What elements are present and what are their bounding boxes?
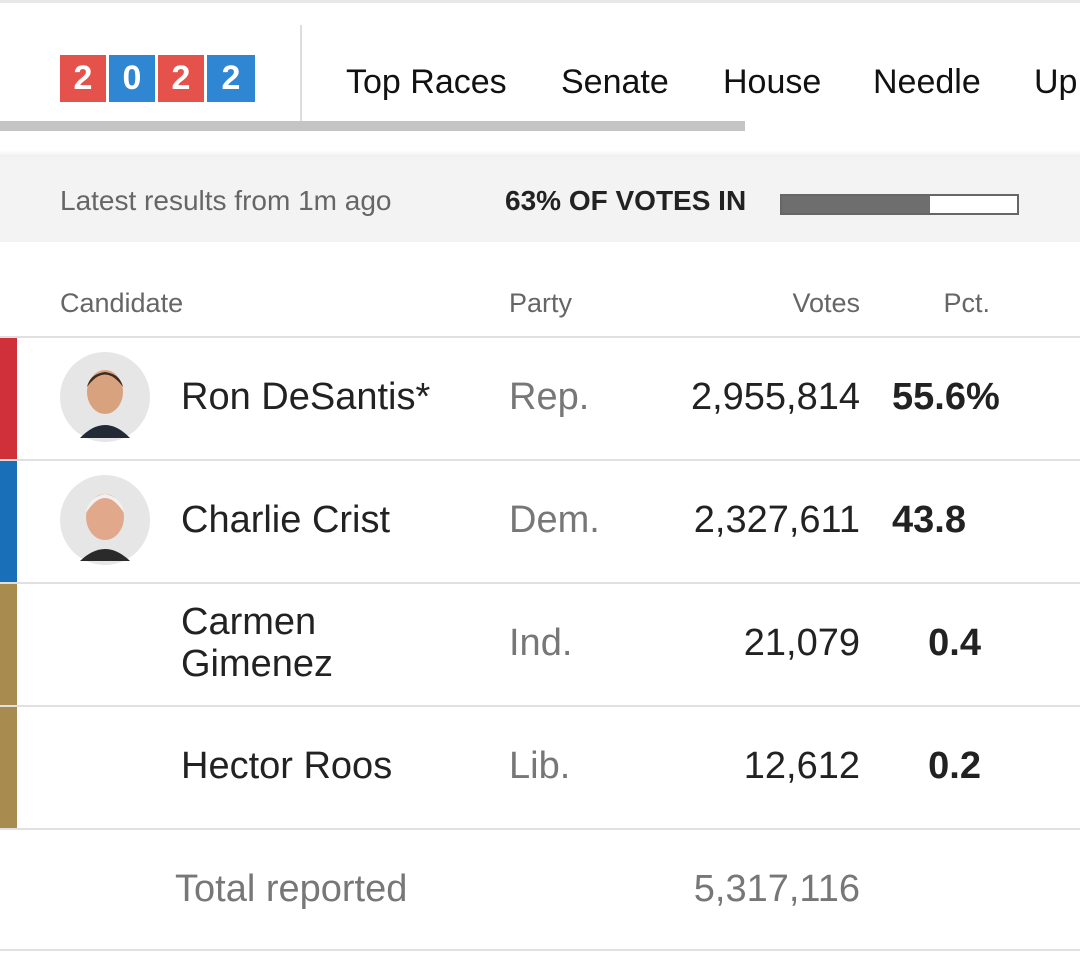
candidate-name: Charlie Crist bbox=[181, 499, 391, 541]
header-rule bbox=[0, 336, 1080, 338]
party: Ind. bbox=[509, 622, 573, 664]
percent: 0.2 bbox=[928, 745, 981, 787]
logo-digit: 2 bbox=[207, 55, 255, 102]
divider bbox=[300, 25, 302, 130]
candidate-name: Carmen Gimenez bbox=[181, 601, 334, 685]
latest-results: Latest results from 1m ago bbox=[60, 185, 392, 216]
party-bar bbox=[0, 707, 17, 828]
votes: 2,327,611 bbox=[693, 499, 860, 541]
votes: 21,079 bbox=[743, 622, 860, 664]
candidate-row: Ron DeSantis* Rep. 2,955,814 55.6% bbox=[0, 338, 1080, 461]
nav-link[interactable]: House bbox=[723, 63, 822, 101]
column-header: Candidate bbox=[60, 288, 184, 318]
percent: 0.4 bbox=[928, 622, 981, 664]
total-label: Total reported bbox=[175, 868, 408, 910]
nav-link[interactable]: Top Races bbox=[346, 63, 507, 101]
nav-link[interactable]: Needle bbox=[873, 63, 981, 101]
party: Lib. bbox=[509, 745, 571, 787]
progress-fill bbox=[782, 196, 931, 213]
percent: 55.6% bbox=[892, 376, 1000, 418]
column-header: Pct. bbox=[943, 288, 990, 318]
candidate-name: Ron DeSantis* bbox=[181, 376, 431, 418]
votes-in-label: 63% OF VOTES IN bbox=[505, 185, 747, 216]
progress-bar bbox=[780, 194, 1019, 215]
party-bar bbox=[0, 584, 17, 705]
party-bar bbox=[0, 338, 17, 459]
candidate-photo bbox=[60, 475, 150, 565]
candidate-row: Charlie Crist Dem. 2,327,611 43.8 bbox=[0, 461, 1080, 584]
candidate-name: Hector Roos bbox=[181, 745, 393, 787]
logo-digit: 2 bbox=[60, 55, 106, 102]
votes: 12,612 bbox=[743, 745, 860, 787]
column-header: Party bbox=[509, 288, 573, 318]
candidate-row: Carmen Gimenez Ind. 21,079 0.4 bbox=[0, 584, 1080, 707]
logo-digit: 2 bbox=[158, 55, 204, 102]
shadow bbox=[0, 150, 1080, 158]
party-bar bbox=[0, 461, 17, 582]
candidate-row: Hector Roos Lib. 12,612 0.2 bbox=[0, 707, 1080, 830]
total-votes: 5,317,116 bbox=[693, 868, 860, 910]
percent: 43.8 bbox=[892, 499, 966, 541]
column-header: Votes bbox=[792, 288, 860, 318]
votes: 2,955,814 bbox=[690, 376, 860, 418]
party: Rep. bbox=[509, 376, 590, 418]
nav-link[interactable]: Up bbox=[1034, 63, 1078, 101]
party: Dem. bbox=[509, 499, 600, 541]
nav-link[interactable]: Senate bbox=[561, 63, 669, 101]
logo-digit: 0 bbox=[109, 55, 155, 102]
candidate-photo bbox=[60, 352, 150, 442]
top-border bbox=[0, 0, 1080, 3]
scroll-indicator bbox=[0, 121, 745, 131]
total-row: Total reported 5,317,116 bbox=[0, 830, 1080, 951]
